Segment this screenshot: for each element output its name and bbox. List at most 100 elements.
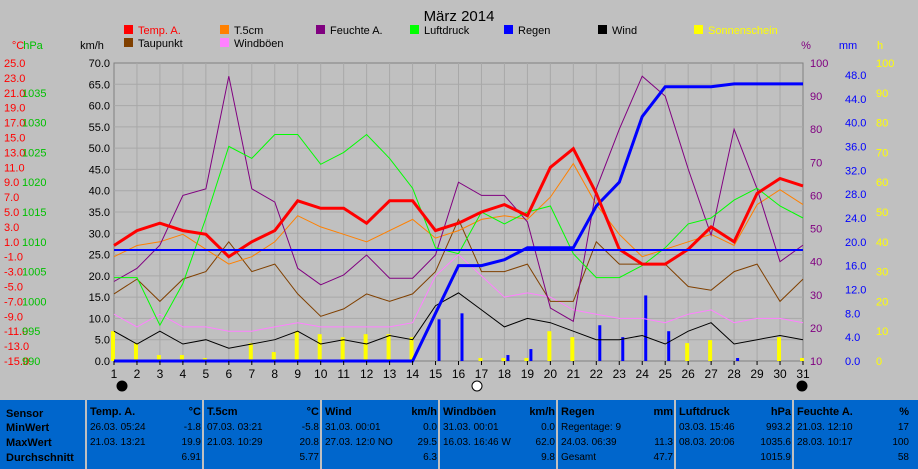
stats-cell-date: 31.03. 00:01 bbox=[325, 422, 381, 433]
y-tick-label: 100 bbox=[810, 58, 828, 70]
new-moon-icon bbox=[796, 380, 808, 392]
stats-cell-value: 0.0 bbox=[541, 422, 555, 433]
stats-cell: 5.77 bbox=[207, 452, 319, 466]
stats-cell: 1015.9 bbox=[679, 452, 791, 466]
y-tick-label: 15.0 bbox=[89, 292, 110, 304]
column-separator bbox=[438, 400, 440, 469]
series-line bbox=[114, 133, 804, 327]
y-tick-label: 50 bbox=[810, 224, 822, 236]
stats-column-header: Feuchte A. bbox=[797, 406, 853, 418]
y-tick-label: 10 bbox=[810, 356, 822, 368]
y-tick-label: 90 bbox=[876, 88, 888, 100]
full-moon-icon bbox=[471, 380, 483, 392]
stats-cell: 08.03. 20:06 1035.6 bbox=[679, 437, 791, 451]
stats-cell-date: 21.03. 10:29 bbox=[207, 437, 263, 448]
stats-cell-value: 19.9 bbox=[181, 437, 201, 448]
stats-cell-value: 62.0 bbox=[535, 437, 555, 448]
y-tick-label: 0 bbox=[876, 356, 882, 368]
stats-cell: 21.03. 13:21 19.9 bbox=[90, 437, 201, 451]
column-separator bbox=[85, 400, 87, 469]
x-tick-label: 9 bbox=[294, 367, 301, 381]
stats-cell: 16.03. 16:46 W 62.0 bbox=[443, 437, 555, 451]
axis-ticks: 25.0 23.0 21.0 19.0 17.0 15.0 13.0 11.0 9.0 7.0 5.… bbox=[4, 58, 894, 368]
column-separator bbox=[674, 400, 676, 469]
x-tick-label: 29 bbox=[750, 367, 764, 381]
stats-column-header: Windböen bbox=[443, 406, 497, 418]
stats-column-header: Temp. A. bbox=[90, 406, 136, 418]
y-tick-label: 48.0 bbox=[845, 70, 866, 82]
stats-column-unit: °C bbox=[188, 406, 201, 418]
sunshine-bar bbox=[409, 337, 414, 361]
stats-cell-value: 20.8 bbox=[299, 437, 319, 448]
y-tick-label: 19.0 bbox=[4, 103, 25, 115]
sunshine-bar bbox=[271, 352, 276, 361]
legend-swatch bbox=[504, 25, 513, 34]
x-tick-label: 13 bbox=[383, 367, 397, 381]
stats-column: Luftdruck hPa 03.03. 15:46 993.2 08.03. 20:0… bbox=[679, 400, 795, 469]
axis-unit-label: h bbox=[877, 40, 883, 52]
x-tick-label: 11 bbox=[337, 367, 350, 381]
x-tick-label: 10 bbox=[314, 367, 328, 381]
stats-cell: 6.3 bbox=[325, 452, 437, 466]
stats-label-min: MinWert bbox=[6, 422, 50, 434]
y-tick-label: 12.0 bbox=[845, 284, 866, 296]
stats-cell-value: 9.8 bbox=[541, 452, 555, 463]
y-tick-label: 24.0 bbox=[845, 213, 866, 225]
y-tick-label: -9.0 bbox=[4, 311, 23, 323]
y-tick-label: 15.0 bbox=[4, 133, 25, 145]
stats-column: Feuchte A.% 21.03. 12:10 17 28.03. 10:17 100… bbox=[797, 400, 913, 469]
stats-cell-date: 24.03. 06:39 bbox=[561, 437, 617, 448]
y-tick-label: 25.0 bbox=[89, 250, 110, 262]
legend-swatch bbox=[410, 25, 419, 34]
rain-bar bbox=[437, 319, 441, 361]
y-tick-label: 28.0 bbox=[845, 189, 866, 201]
y-tick-label: 90 bbox=[810, 91, 822, 103]
stats-cell-date: 31.03. 00:01 bbox=[443, 422, 499, 433]
legend-swatch bbox=[124, 38, 133, 47]
y-tick-label: 0.0 bbox=[845, 356, 860, 368]
stats-cell-value: 29.5 bbox=[417, 437, 437, 448]
stats-cell-date: 26.03. 05:24 bbox=[90, 422, 146, 433]
y-tick-label: 1.0 bbox=[4, 237, 19, 249]
legend-label: Luftdruck bbox=[424, 25, 470, 37]
y-tick-label: 8.0 bbox=[845, 308, 860, 320]
y-tick-label: 50 bbox=[876, 207, 888, 219]
stats-label-sensor: Sensor bbox=[6, 408, 44, 420]
stats-label-avg: Durchschnitt bbox=[6, 452, 74, 464]
y-tick-label: 25.0 bbox=[4, 58, 25, 70]
stats-column-unit: mm bbox=[653, 406, 673, 418]
x-tick-label: 19 bbox=[521, 367, 535, 381]
column-separator bbox=[202, 400, 204, 469]
y-tick-label: 36.0 bbox=[845, 141, 866, 153]
y-tick-label: -3.0 bbox=[4, 267, 23, 279]
y-tick-label: 7.0 bbox=[4, 192, 19, 204]
y-tick-label: 1020 bbox=[22, 177, 46, 189]
y-tick-label: 40 bbox=[876, 237, 888, 249]
y-tick-label: 1005 bbox=[22, 267, 46, 279]
y-tick-label: -1.0 bbox=[4, 252, 23, 264]
sunshine-bar bbox=[340, 337, 345, 361]
legend-swatch bbox=[598, 25, 607, 34]
weather-chart: März 2014 Temp. A. T.5cm Feuchte A. Luftdru… bbox=[4, 8, 895, 392]
sunshine-bar bbox=[294, 331, 299, 361]
y-tick-label: 30 bbox=[876, 267, 888, 279]
stats-cell-value: 17 bbox=[897, 422, 909, 433]
stats-label-max: MaxWert bbox=[6, 437, 52, 449]
column-separator bbox=[320, 400, 322, 469]
y-tick-label: 55.0 bbox=[89, 122, 110, 134]
y-tick-label: -5.0 bbox=[4, 282, 23, 294]
x-tick-label: 31 bbox=[796, 367, 810, 381]
rain-bar bbox=[598, 325, 602, 361]
x-tick-label: 1 bbox=[111, 367, 118, 381]
stats-cell-date: 16.03. 16:46 W bbox=[443, 437, 511, 448]
stats-cell: 27.03. 12:0 NO 29.5 bbox=[325, 437, 437, 451]
new-moon-icon bbox=[116, 380, 128, 392]
y-tick-label: 60 bbox=[876, 177, 888, 189]
x-tick-label: 18 bbox=[498, 367, 512, 381]
legend-swatch bbox=[220, 38, 229, 47]
axis-unit-label: mm bbox=[839, 40, 857, 52]
y-tick-label: 13.0 bbox=[4, 147, 25, 159]
column-separator bbox=[556, 400, 558, 469]
stats-column: Windböen km/h 31.03. 00:01 0.0 16.03. 16:46 … bbox=[443, 400, 559, 469]
stats-cell-value: 6.3 bbox=[423, 452, 437, 463]
